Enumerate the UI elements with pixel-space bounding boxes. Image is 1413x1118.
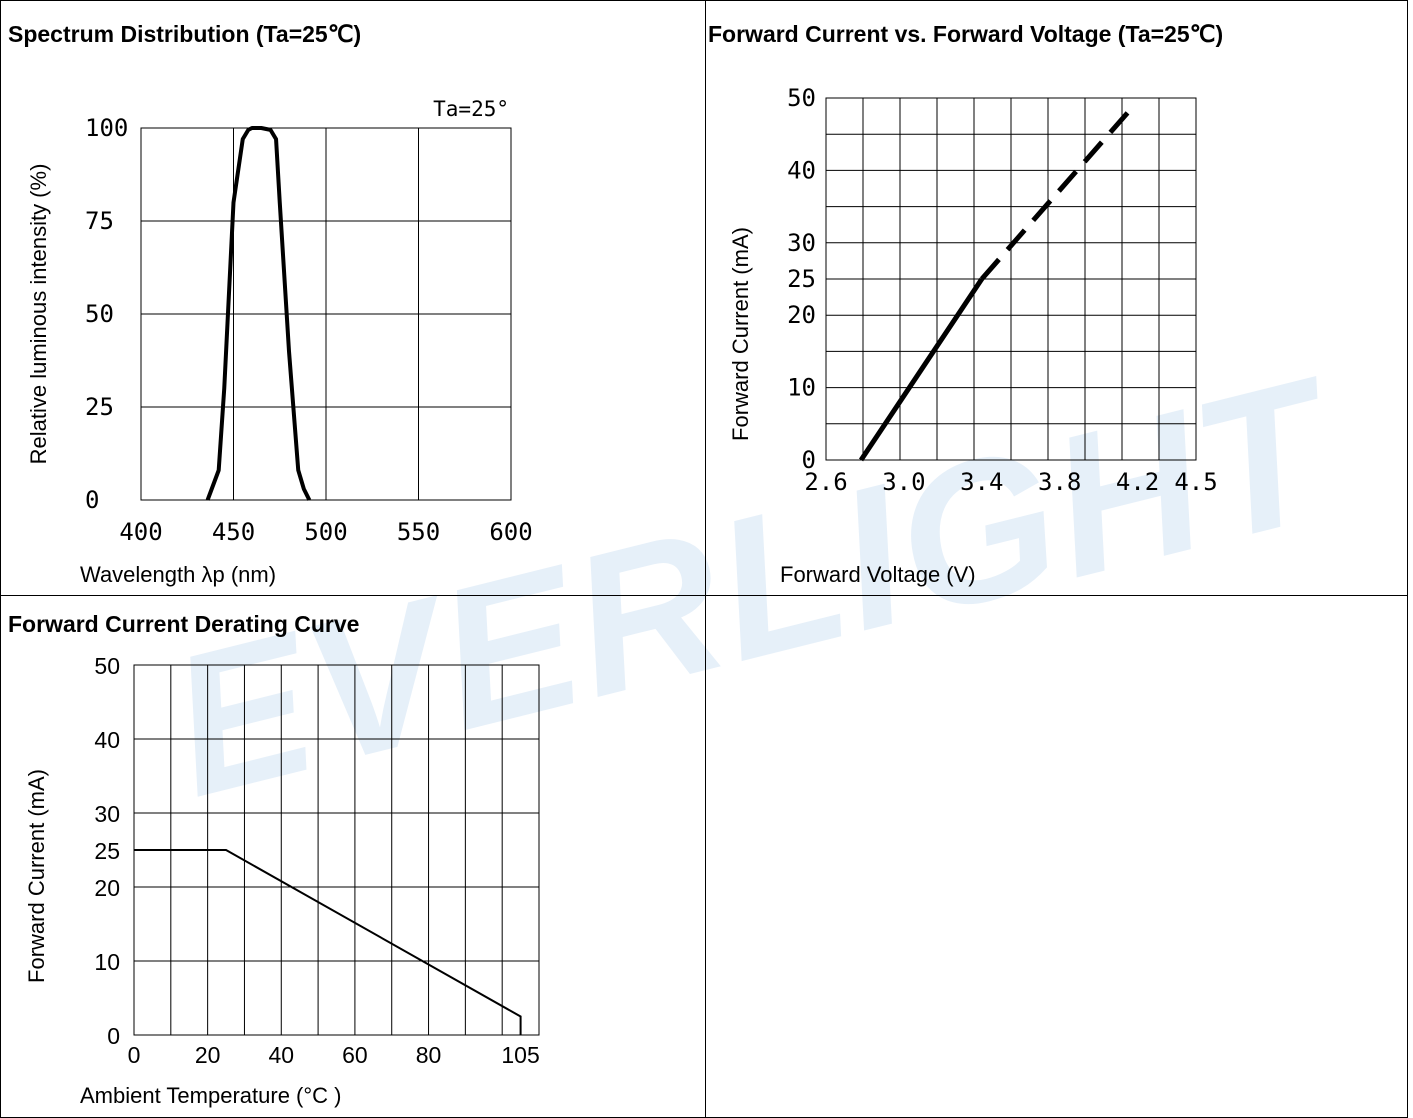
iv-x-tick-label: 4.2: [1116, 468, 1159, 496]
spectrum-y-axis-label: Relative luminous intensity (%): [26, 164, 51, 465]
derating-x-axis-label: Ambient Temperature (°C ): [80, 1083, 342, 1108]
iv-y-tick-label: 40: [787, 156, 816, 184]
derating-series-line: [134, 849, 522, 1035]
spectrum-x-tick-label: 500: [304, 518, 347, 546]
iv-y-tick-label: 0: [802, 446, 816, 474]
spectrum-x-tick-label: 400: [119, 518, 162, 546]
iv-series-line-solid: [858, 277, 984, 462]
spectrum-y-tick-label: 100: [85, 114, 128, 142]
iv-x-tick-label: 3.8: [1038, 468, 1081, 496]
derating-y-tick-label: 20: [94, 875, 120, 901]
iv-x-axis-label: Forward Voltage (V): [780, 562, 976, 587]
derating-x-tick-label: 40: [268, 1042, 294, 1068]
iv-series-line-dashed: [979, 110, 1130, 281]
derating-x-tick-label: 0: [128, 1042, 141, 1068]
iv-x-tick-label: 3.0: [882, 468, 925, 496]
derating-y-axis-label: Forward Current (mA): [24, 769, 49, 983]
derating-y-tick-label: 25: [94, 838, 120, 864]
spectrum-x-tick-label: 550: [397, 518, 440, 546]
iv-y-tick-label: 10: [787, 374, 816, 402]
iv-x-tick-label: 2.6: [804, 468, 847, 496]
iv-x-tick-label: 4.5: [1174, 468, 1217, 496]
iv-y-tick-label: 30: [787, 229, 816, 257]
spectrum-x-tick-label: 600: [489, 518, 532, 546]
derating-x-tick-label: 80: [416, 1042, 442, 1068]
derating-chart-title: Forward Current Derating Curve: [8, 611, 360, 637]
iv-y-axis-label: Forward Current (mA): [728, 227, 753, 441]
spectrum-y-tick-label: 50: [85, 300, 114, 328]
spectrum-annotation: Ta=25°: [433, 97, 509, 121]
iv-y-tick-label: 25: [787, 265, 816, 293]
spectrum-y-tick-label: 75: [85, 207, 114, 235]
derating-y-tick-label: 10: [94, 949, 120, 975]
iv-chart-title: Forward Current vs. Forward Voltage (Ta=…: [708, 21, 1224, 47]
spectrum-y-tick-label: 25: [85, 393, 114, 421]
iv-x-tick-label: 3.4: [960, 468, 1003, 496]
spectrum-y-tick-label: 0: [85, 486, 99, 514]
derating-x-tick-label: 60: [342, 1042, 368, 1068]
derating-y-tick-label: 40: [94, 727, 120, 753]
spectrum-x-tick-label: 450: [212, 518, 255, 546]
spectrum-x-axis-label: Wavelength λp (nm): [80, 562, 276, 587]
derating-x-tick-label: 20: [195, 1042, 221, 1068]
derating-y-tick-label: 0: [107, 1023, 120, 1049]
spectrum-chart-title: Spectrum Distribution (Ta=25℃): [8, 21, 362, 47]
derating-y-tick-label: 30: [94, 801, 120, 827]
derating-y-tick-label: 50: [94, 653, 120, 679]
iv-y-tick-label: 20: [787, 301, 816, 329]
derating-x-tick-label: 105: [501, 1042, 539, 1068]
iv-y-tick-label: 50: [787, 84, 816, 112]
